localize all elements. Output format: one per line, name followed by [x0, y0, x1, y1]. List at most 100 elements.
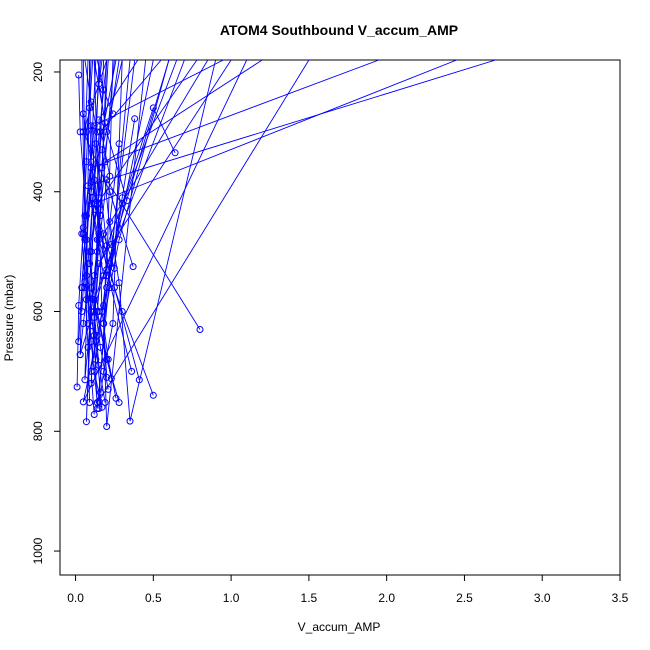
data-point — [106, 188, 114, 196]
data-point — [95, 194, 103, 202]
data-point — [107, 240, 115, 248]
data-point — [109, 320, 117, 327]
data-point — [89, 296, 97, 303]
data-point — [98, 146, 106, 154]
series-line — [103, 60, 136, 378]
data-point — [93, 308, 101, 315]
x-tick-label: 2.0 — [378, 591, 395, 605]
series-line — [93, 60, 457, 380]
data-point — [93, 236, 101, 244]
data-point — [79, 320, 87, 327]
data-point — [86, 399, 94, 406]
data-point — [78, 308, 86, 315]
y-tick-label: 400 — [31, 181, 45, 201]
data-point — [128, 367, 136, 375]
data-point — [87, 200, 95, 208]
data-point — [75, 302, 83, 309]
x-tick-label: 0.5 — [145, 591, 162, 605]
data-point — [90, 314, 98, 321]
data-point — [87, 188, 95, 196]
data-point — [79, 230, 87, 238]
data-point — [82, 158, 90, 166]
data-point — [81, 212, 89, 220]
data-point — [82, 418, 90, 426]
y-tick-label: 800 — [31, 421, 45, 441]
data-point — [95, 260, 103, 268]
series-line — [93, 60, 117, 399]
data-point — [95, 405, 103, 412]
data-point — [87, 367, 95, 375]
data-point — [135, 376, 143, 384]
y-tick-label: 1000 — [31, 537, 45, 564]
data-point — [84, 343, 92, 351]
data-point — [103, 423, 111, 430]
data-point — [107, 375, 115, 383]
data-point — [82, 272, 90, 280]
data-point — [90, 272, 98, 280]
data-point — [90, 367, 98, 375]
data-point — [90, 411, 98, 418]
y-axis: 200 400 600 800 1000 — [31, 62, 60, 564]
series-layer — [73, 60, 496, 430]
series-line — [98, 60, 139, 177]
data-point — [100, 320, 108, 327]
data-point — [149, 391, 157, 399]
data-point — [196, 326, 204, 333]
data-point — [103, 272, 111, 280]
y-tick-label: 200 — [31, 62, 45, 82]
data-point — [79, 128, 87, 136]
series-line — [82, 60, 248, 403]
data-point — [87, 379, 95, 387]
data-point — [95, 116, 103, 124]
data-point — [101, 158, 109, 166]
data-point — [95, 80, 103, 88]
x-tick-label: 1.5 — [301, 591, 318, 605]
data-point — [81, 284, 89, 292]
x-tick-label: 3.5 — [612, 591, 629, 605]
data-point — [103, 242, 111, 250]
data-point — [78, 284, 86, 292]
x-tick-label: 1.0 — [223, 591, 240, 605]
y-axis-label: Pressure (mbar) — [2, 275, 16, 362]
data-point — [115, 236, 123, 244]
data-point — [103, 373, 111, 381]
data-point — [106, 284, 114, 292]
data-point — [84, 182, 92, 190]
data-point — [149, 104, 157, 112]
series-line — [76, 60, 92, 388]
data-point — [98, 403, 106, 411]
data-point — [110, 264, 118, 272]
x-axis: 0.0 0.5 1.0 1.5 2.0 2.5 3.0 3.5 — [67, 575, 629, 605]
data-point — [87, 158, 95, 166]
data-point — [86, 104, 94, 112]
x-axis-label: V_accum_AMP — [298, 620, 381, 634]
data-point — [106, 218, 114, 226]
data-point — [75, 71, 83, 79]
data-point — [112, 394, 120, 402]
data-point — [93, 128, 101, 136]
data-point — [96, 343, 104, 351]
data-point — [82, 128, 90, 136]
data-point — [126, 417, 134, 425]
series-line — [90, 60, 232, 384]
data-point — [87, 122, 95, 130]
data-point — [79, 110, 87, 118]
data-point — [100, 272, 108, 280]
series-line — [98, 60, 106, 123]
data-point — [93, 248, 101, 256]
data-point — [75, 338, 83, 345]
data-point — [92, 355, 100, 363]
data-point — [86, 290, 94, 297]
data-point — [103, 284, 111, 292]
data-point — [101, 119, 109, 127]
data-point — [106, 260, 114, 268]
x-tick-label: 3.0 — [534, 591, 551, 605]
series-line — [98, 60, 109, 198]
x-tick-label: 2.5 — [456, 591, 473, 605]
data-point — [92, 338, 100, 345]
data-point — [100, 86, 108, 94]
data-point — [100, 367, 108, 375]
series-line — [109, 60, 217, 422]
